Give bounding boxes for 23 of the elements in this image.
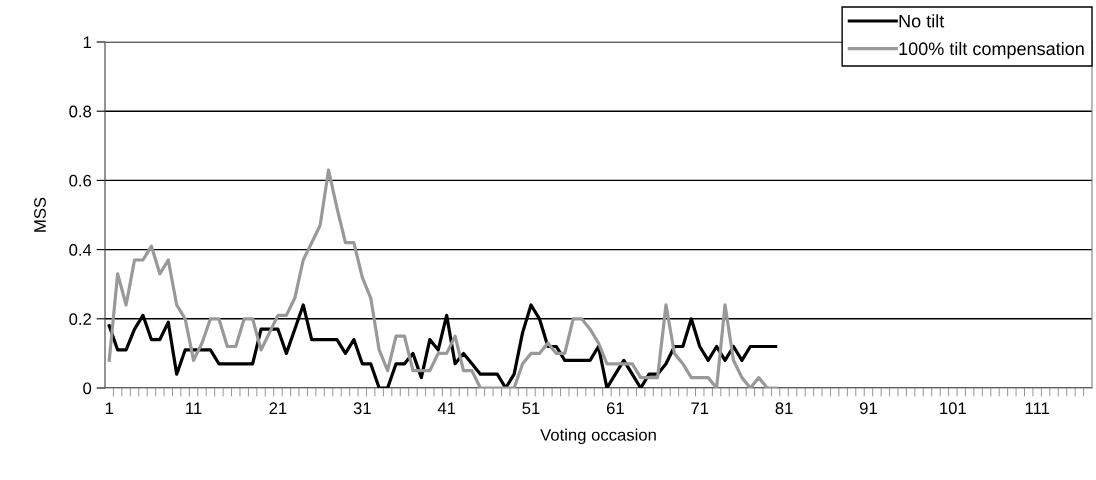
x-tick-label: 61 xyxy=(606,402,624,415)
y-tick-label: 0.8 xyxy=(69,105,92,118)
x-tick-label: 41 xyxy=(437,402,456,414)
y-axis-title: MSS xyxy=(34,197,46,232)
x-tick-label: 21 xyxy=(269,402,287,414)
x-tick-label: 71 xyxy=(691,402,709,414)
x-tick-label: 101 xyxy=(940,402,966,415)
legend-label: 100% tilt compensation xyxy=(899,41,1084,59)
y-tick-label: 0.6 xyxy=(69,174,92,187)
x-tick-label: 81 xyxy=(775,402,793,415)
y-tick-label: 0.2 xyxy=(69,313,91,325)
legend-label: No tilt xyxy=(899,14,945,28)
x-tick-label: 11 xyxy=(186,402,202,414)
x-axis-title: Voting occasion xyxy=(540,428,656,445)
y-tick-label: 1 xyxy=(83,36,91,49)
x-tick-label: 91 xyxy=(859,402,877,415)
x-tick-label: 1 xyxy=(105,402,114,414)
x-tick-label: 111 xyxy=(1025,402,1050,414)
y-tick-label: 0 xyxy=(83,382,92,395)
y-tick-label: 0.4 xyxy=(69,244,92,256)
line-series xyxy=(107,168,778,388)
x-tick-label: 31 xyxy=(353,402,371,415)
x-tick-label: 51 xyxy=(522,402,540,415)
